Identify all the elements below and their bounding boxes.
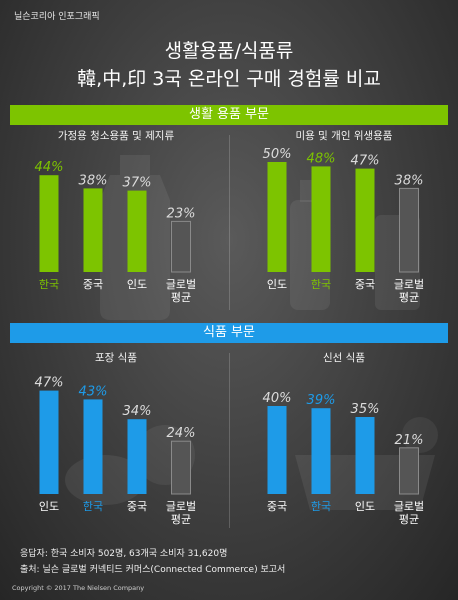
main-title: 생활용품/식품류 [164, 40, 294, 62]
bar-0 [267, 162, 287, 272]
value-label-0: 40% [263, 391, 292, 406]
value-label-0: 50% [263, 147, 292, 162]
value-label-0: 44% [35, 160, 64, 175]
category-label-0: 인도 [267, 278, 287, 291]
value-label-1: 39% [307, 393, 336, 408]
bar-2 [355, 417, 375, 494]
category-label-3-0: 글로벌 [394, 500, 424, 513]
chart-title-fresh-food: 신선 식품 [323, 352, 365, 364]
value-label-3: 23% [167, 206, 196, 221]
category-label-2: 인도 [127, 278, 147, 291]
value-label-2: 35% [351, 402, 380, 417]
value-label-1: 48% [307, 151, 336, 166]
bar-1 [311, 166, 331, 272]
value-label-0: 47% [35, 376, 64, 391]
bar-1 [83, 188, 103, 272]
value-label-2: 47% [351, 154, 380, 169]
category-label-0: 중국 [267, 500, 287, 513]
category-label-3-1: 평균 [171, 291, 191, 304]
main-subtitle: 韓,中,印 3국 온라인 구매 경험률 비교 [77, 68, 381, 90]
category-label-1: 한국 [311, 500, 331, 513]
chart-title-packaged-food: 포장 식품 [95, 352, 137, 364]
category-label-1: 중국 [83, 278, 103, 291]
category-label-3-1: 평균 [399, 291, 419, 304]
chart-title-household-cleaning: 가정용 청소용품 및 제지류 [57, 130, 175, 142]
bar-0 [39, 390, 59, 494]
category-label-2: 중국 [355, 278, 375, 291]
bar-0 [267, 406, 287, 494]
bar-2 [355, 168, 375, 272]
value-label-1: 38% [79, 173, 108, 188]
category-label-3-0: 글로벌 [166, 278, 196, 291]
copyright: Copyright © 2017 The Nielsen Company [12, 584, 145, 592]
category-label-3-0: 글로벌 [166, 500, 196, 513]
category-label-0: 인도 [39, 500, 59, 513]
category-label-2: 중국 [127, 500, 147, 513]
bar-3 [399, 187, 419, 273]
bar-1 [311, 408, 331, 494]
value-label-1: 43% [79, 384, 108, 399]
source-note: 출처: 닐슨 글로벌 커넥티드 커머스(Connected Commerce) … [20, 565, 286, 575]
category-label-1: 한국 [83, 500, 103, 513]
bar-1 [83, 399, 103, 494]
category-label-2: 인도 [355, 500, 375, 513]
bar-3 [171, 440, 191, 495]
value-label-2: 34% [123, 404, 152, 419]
category-label-1: 한국 [311, 278, 331, 291]
brand-label: 닐슨코리아 인포그래픽 [14, 12, 100, 22]
category-label-3-1: 평균 [171, 513, 191, 526]
category-label-0: 한국 [39, 278, 59, 291]
category-label-3-0: 글로벌 [394, 278, 424, 291]
value-label-3: 21% [395, 433, 424, 448]
bar-2 [127, 190, 147, 272]
bar-3 [171, 220, 191, 273]
category-label-3-1: 평균 [399, 513, 419, 526]
section-banner-household: 생활 용품 부문 [10, 105, 448, 125]
respondents-note: 응답자: 한국 소비자 502명, 63개국 소비자 31,620명 [20, 549, 228, 559]
bar-3 [399, 447, 419, 495]
section-banner-food: 식품 부문 [10, 323, 448, 343]
bar-2 [127, 419, 147, 494]
panel-divider-top [229, 135, 230, 310]
value-label-3: 24% [167, 426, 196, 441]
value-label-2: 37% [123, 176, 152, 191]
value-label-3: 38% [395, 173, 424, 188]
chart-title-beauty-hygiene: 미용 및 개인 위생용품 [295, 130, 393, 142]
panel-divider-bottom [229, 353, 230, 528]
bar-0 [39, 175, 59, 272]
